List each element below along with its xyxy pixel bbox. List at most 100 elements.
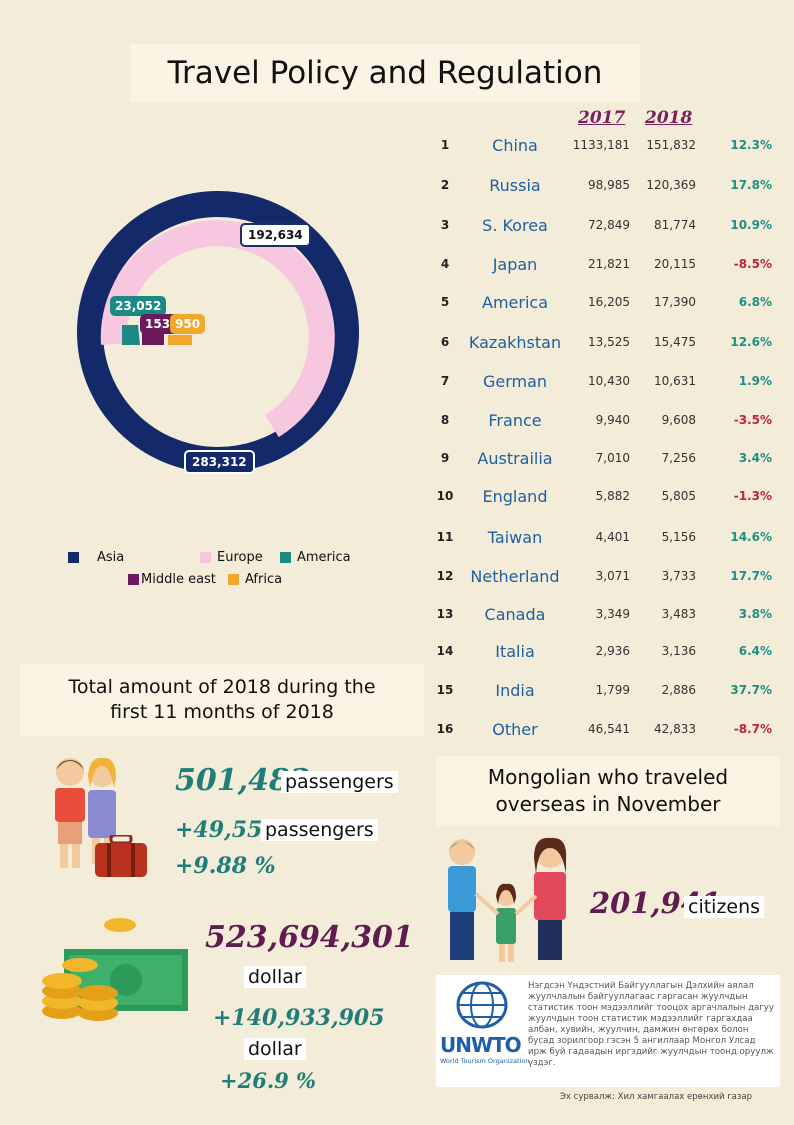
table-row: 14 Italia 2,936 3,136 6.4% [430, 636, 780, 666]
legend-africa: Africa [228, 572, 282, 587]
value-2018-cell: 10,631 [654, 374, 696, 388]
value-2018-cell: 15,475 [654, 335, 696, 349]
table-row: 15 India 1,799 2,886 37.7% [430, 675, 780, 705]
mongolian-heading: Mongolian who traveled overseas in Novem… [487, 765, 729, 816]
citizens-label: citizens [684, 896, 765, 918]
legend-label-asia: Asia [97, 550, 125, 565]
rank-cell: 8 [440, 413, 450, 427]
money-icon [42, 918, 188, 1021]
pct-cell: 1.9% [738, 374, 772, 388]
rank-cell: 6 [440, 335, 450, 349]
legend-swatch-asia [68, 552, 79, 563]
country-cell: India [495, 680, 535, 700]
suitcase-icon [95, 835, 147, 877]
value-2018-cell: 81,774 [654, 218, 696, 232]
value-2017-cell: 3,349 [595, 607, 630, 621]
value-2018-cell: 120,369 [646, 178, 696, 192]
value-2018-cell: 5,805 [661, 489, 696, 503]
table-row: 8 France 9,940 9,608 -3.5% [430, 405, 780, 435]
legend-swatch-middle-east [128, 574, 139, 585]
rank-cell: 14 [436, 644, 454, 658]
america-bar [122, 325, 140, 345]
value-2017-cell: 21,821 [588, 257, 630, 271]
value-2018-cell: 3,733 [661, 569, 696, 583]
country-cell: Russia [489, 175, 541, 195]
country-cell: Canada [484, 604, 546, 624]
globe-icon [456, 981, 508, 1029]
value-2017-cell: 3,071 [595, 569, 630, 583]
legend-label-middle-east: Middle east [141, 572, 216, 587]
table-row: 7 German 10,430 10,631 1.9% [430, 366, 780, 396]
country-cell: S. Korea [482, 215, 548, 235]
legend-middle-east: Middle east [128, 572, 216, 587]
table-row: 13 Canada 3,349 3,483 3.8% [430, 599, 780, 629]
value-2017-cell: 46,541 [588, 722, 630, 736]
legend-swatch-america [280, 552, 291, 563]
pct-cell: 6.4% [738, 644, 772, 658]
country-cell: America [482, 292, 548, 312]
pct-cell: 14.6% [730, 530, 772, 544]
value-2017-cell: 1133,181 [572, 138, 630, 152]
unwto-description: Нэгдсэн Үндэстний Байгууллагын Дэлхийн а… [528, 981, 774, 1068]
totals-heading: Total amount of 2018 during the first 11… [68, 676, 376, 723]
rank-cell: 13 [436, 607, 454, 621]
legend-swatch-europe [200, 552, 211, 563]
legend-asia: Asia [68, 550, 124, 565]
rank-cell: 10 [436, 489, 454, 503]
dollar-pct: +26.9 % [220, 1068, 317, 1093]
passengers-label: passengers [281, 771, 398, 793]
pct-cell: -8.5% [733, 257, 772, 271]
pct-cell: -1.3% [733, 489, 772, 503]
table-row: 12 Netherland 3,071 3,733 17.7% [430, 561, 780, 591]
table-row: 16 Other 46,541 42,833 -8.7% [430, 714, 780, 744]
pct-cell: -8.7% [733, 722, 772, 736]
table-row: 1 China 1133,181 151,832 12.3% [430, 130, 780, 160]
dollar-label: dollar [244, 966, 306, 988]
country-cell: China [492, 135, 538, 155]
pct-cell: 37.7% [730, 683, 772, 697]
country-cell: Netherland [470, 566, 560, 586]
value-2018-cell: 42,833 [654, 722, 696, 736]
value-2017-cell: 2,936 [595, 644, 630, 658]
value-2017-cell: 98,985 [588, 178, 630, 192]
legend-label-america: America [297, 550, 351, 565]
dollar-increase-label: dollar [244, 1038, 306, 1060]
coins-icon [42, 918, 136, 1021]
table-row: 9 Austrailia 7,010 7,256 3.4% [430, 443, 780, 473]
country-cell: England [482, 486, 548, 506]
value-2018-cell: 5,156 [661, 530, 696, 544]
country-cell: Other [492, 719, 538, 739]
pct-cell: -3.5% [733, 413, 772, 427]
legend-europe: Europe [200, 550, 263, 565]
year-2017-header: 2017 [578, 108, 626, 128]
table-row: 2 Russia 98,985 120,369 17.8% [430, 170, 780, 200]
country-cell: German [482, 371, 548, 391]
dollar-increase: +140,933,905 [213, 1005, 385, 1031]
table-row: 4 Japan 21,821 20,115 -8.5% [430, 249, 780, 279]
rank-cell: 9 [440, 451, 450, 465]
rank-cell: 16 [436, 722, 454, 736]
pct-cell: 12.6% [730, 335, 772, 349]
family-icon [448, 837, 567, 962]
country-cell: Kazakhstan [468, 332, 562, 352]
asia-callout: 283,312 [184, 450, 255, 474]
value-2017-cell: 9,940 [595, 413, 630, 427]
pct-cell: 10.9% [730, 218, 772, 232]
value-2018-cell: 2,886 [661, 683, 696, 697]
rank-cell: 1 [440, 138, 450, 152]
value-2017-cell: 16,205 [588, 295, 630, 309]
value-2017-cell: 72,849 [588, 218, 630, 232]
value-2018-cell: 3,136 [661, 644, 696, 658]
value-2018-cell: 3,483 [661, 607, 696, 621]
source-note: Эх сурвалж: Хил хамгаалах ерөнхий газар [560, 1092, 752, 1102]
value-2017-cell: 7,010 [595, 451, 630, 465]
value-2017-cell: 13,525 [588, 335, 630, 349]
rank-cell: 5 [440, 295, 450, 309]
rank-cell: 7 [440, 374, 450, 388]
unwto-box: UNWTO World Tourism Organization Нэгдсэн… [436, 975, 780, 1087]
country-cell: France [488, 410, 542, 430]
rank-cell: 2 [440, 178, 450, 192]
country-cell: Italia [495, 641, 535, 661]
africa-callout: 950 [170, 314, 206, 334]
table-row: 10 England 5,882 5,805 -1.3% [430, 481, 780, 511]
